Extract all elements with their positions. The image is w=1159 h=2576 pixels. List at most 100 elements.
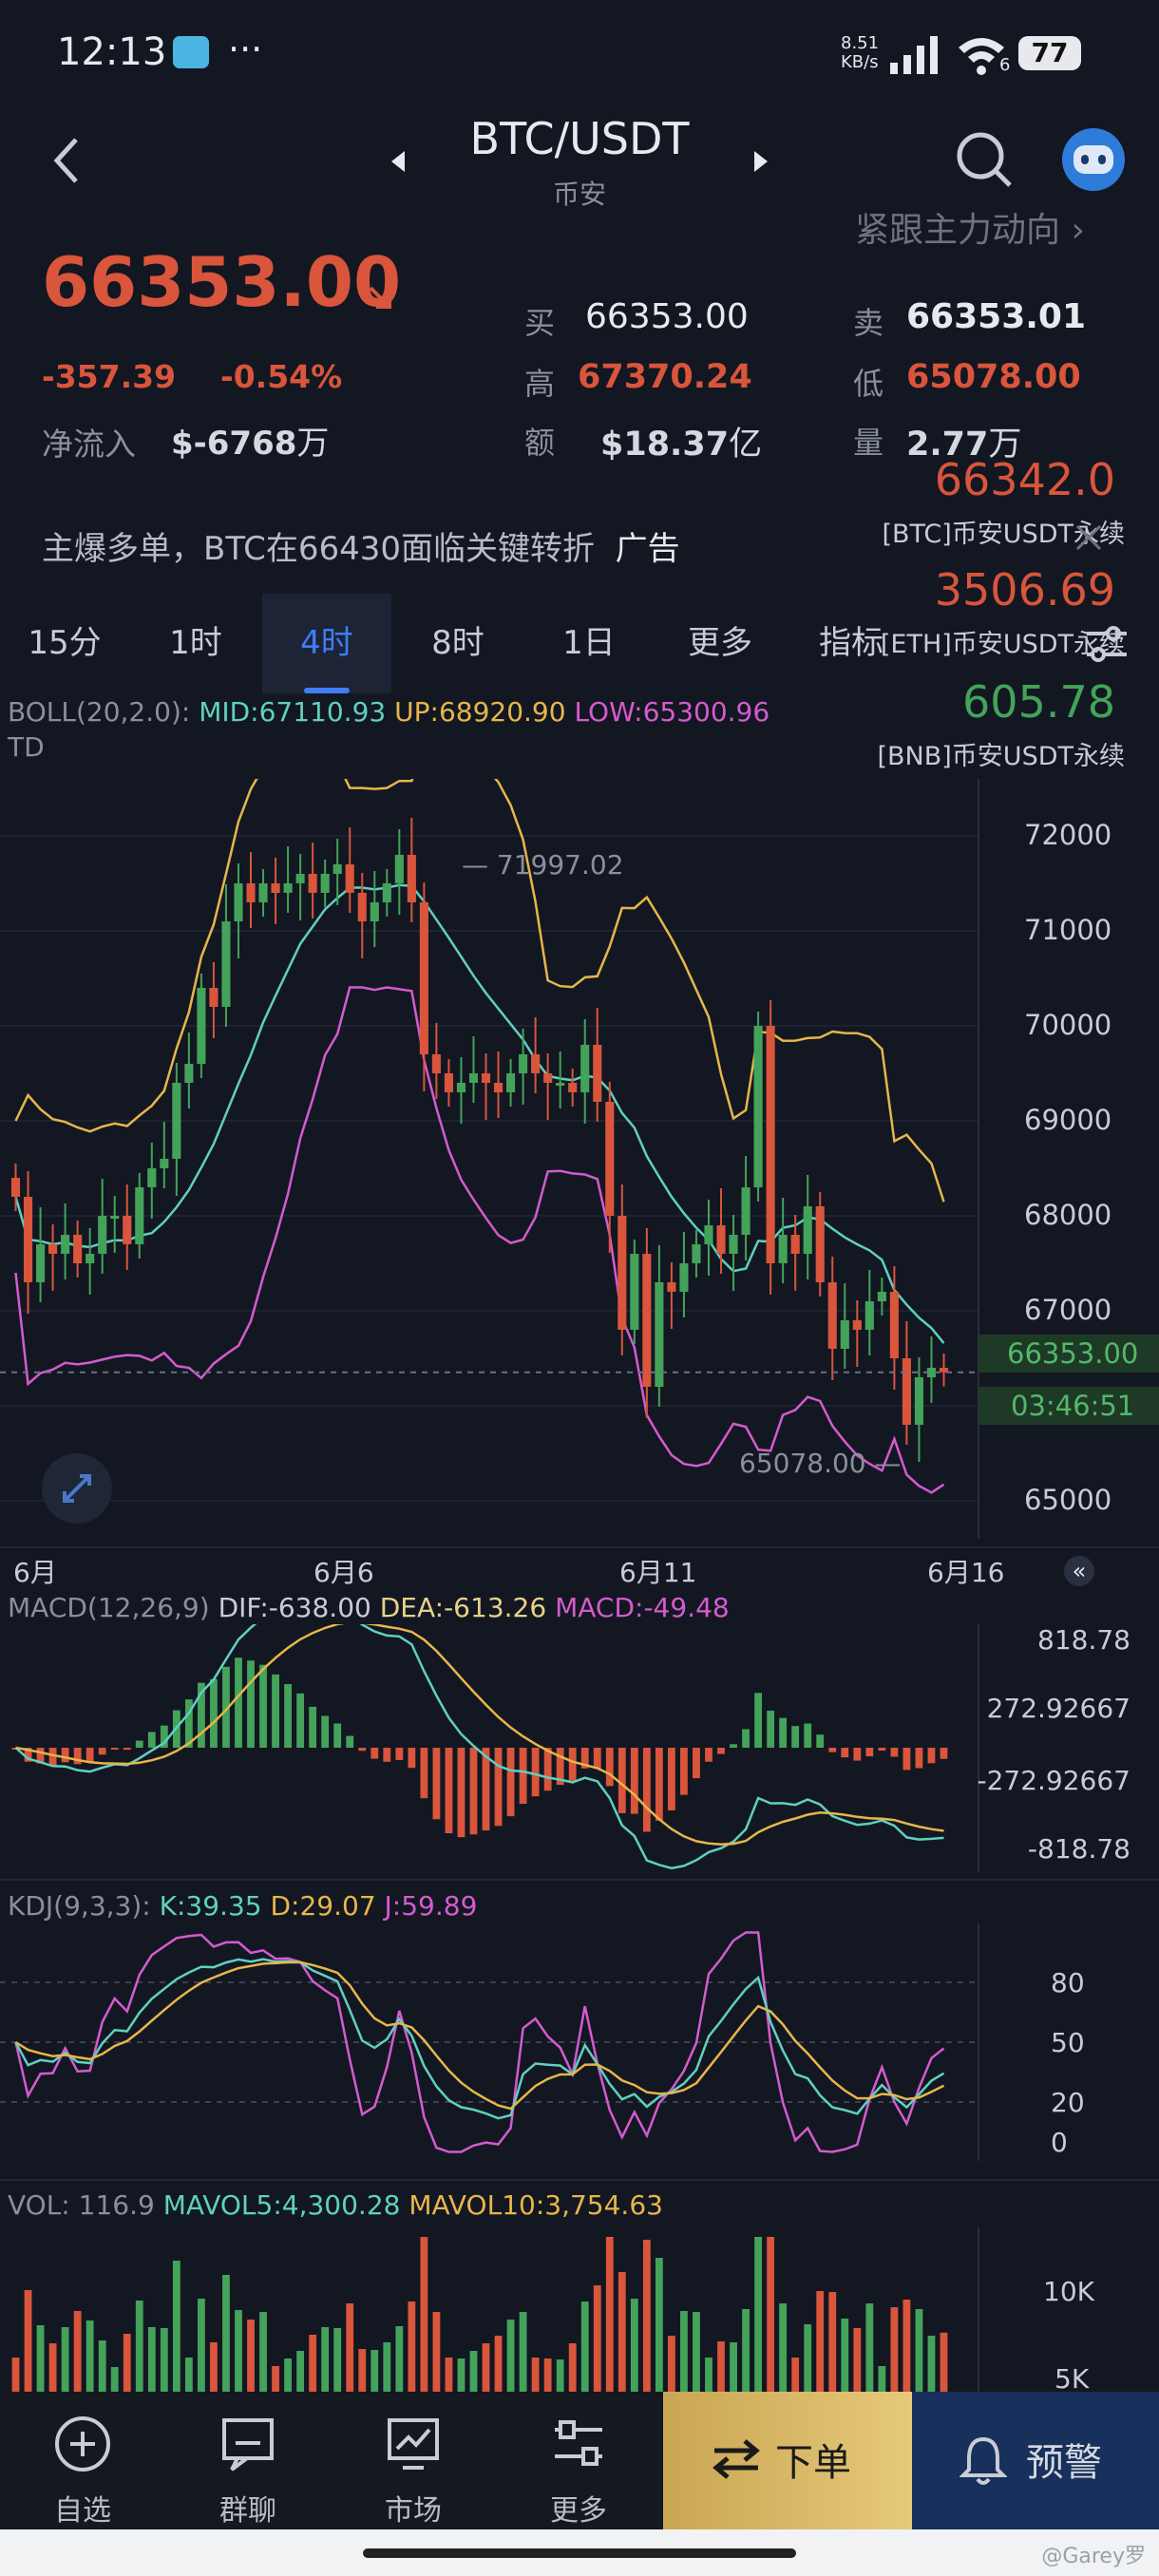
nav-market[interactable]: 市场	[331, 2392, 496, 2529]
timeframe-tabs: 15分 1时 4时 8时 1日 更多 指标	[0, 594, 1159, 693]
nav-group-chat[interactable]: 群聊	[165, 2392, 331, 2529]
macd-legend: MACD(12,26,9) DIF:-638.00 DEA:-613.26 MA…	[8, 1592, 730, 1623]
macd-dif-line	[14, 1624, 944, 1870]
bell-icon	[960, 2436, 1007, 2485]
macd-histogram-bar	[48, 1748, 57, 1766]
low-marker: 65078.00 —	[739, 1448, 902, 1479]
volume-bar	[767, 2237, 775, 2394]
high-marker: — 71997.02	[462, 849, 624, 881]
avatar-bot-icon[interactable]	[1062, 128, 1125, 191]
back-icon[interactable]	[48, 134, 86, 187]
volume-bar	[48, 2343, 57, 2394]
candle-body	[419, 902, 428, 1054]
price-axis-label: 71000	[1024, 914, 1112, 946]
prev-pair-icon[interactable]	[388, 147, 410, 176]
macd-histogram-bar	[184, 1699, 193, 1748]
price-axis-label: 69000	[1024, 1104, 1112, 1136]
boll-low-line	[14, 986, 945, 1494]
volume-bar	[333, 2328, 342, 2394]
more-dots-icon: ···	[228, 28, 263, 70]
volume-bar	[828, 2292, 837, 2394]
candle-body	[468, 1073, 479, 1083]
news-ticker[interactable]: 主爆多单，BTC在66430面临关键转折 广告	[42, 530, 680, 568]
volume-bar	[284, 2358, 292, 2394]
search-icon[interactable]	[955, 130, 1014, 189]
kdj-axis-label: 50	[1051, 2027, 1085, 2058]
macd-histogram-bar	[358, 1748, 367, 1752]
vol-axis-label: 5K	[1054, 2363, 1090, 2395]
chart-settings-icon[interactable]	[1083, 622, 1130, 666]
order-button[interactable]: 下单	[663, 2392, 912, 2529]
scroll-latest-icon[interactable]: «	[1064, 1556, 1094, 1586]
tab-15m[interactable]: 15分	[28, 624, 102, 662]
candle-body	[605, 1102, 615, 1216]
macd-histogram-bar	[408, 1748, 416, 1769]
buy-value: 66353.00	[585, 297, 749, 336]
candle-body	[295, 874, 305, 883]
gesture-handle[interactable]	[363, 2548, 796, 2558]
macd-histogram-bar	[940, 1748, 948, 1759]
macd-histogram-bar	[543, 1748, 552, 1791]
candlestick-chart[interactable]	[0, 779, 1159, 1539]
macd-histogram-bar	[198, 1682, 205, 1748]
low-value: 65078.00	[906, 358, 1081, 396]
macd-histogram-bar	[296, 1693, 305, 1748]
volume-bar	[915, 2309, 923, 2394]
macd-histogram-bar	[556, 1748, 564, 1786]
tab-more[interactable]: 更多	[688, 624, 752, 662]
alert-button[interactable]: 预警	[912, 2392, 1159, 2529]
macd-histogram-bar	[321, 1715, 330, 1748]
tab-8h[interactable]: 8时	[431, 624, 484, 662]
date-label: 6月	[13, 1557, 57, 1588]
candle-body	[766, 1026, 775, 1263]
candle-body	[98, 1216, 107, 1254]
volume-bar	[902, 2300, 911, 2394]
volume-bar	[457, 2358, 466, 2394]
kdj-chart[interactable]	[0, 1923, 1159, 2161]
macd-histogram-bar	[630, 1748, 638, 1814]
macd-histogram-bar	[717, 1748, 725, 1754]
volume-bar	[147, 2327, 156, 2394]
candle-countdown: 03:46:51	[978, 1387, 1159, 1425]
follow-main-link[interactable]: 紧跟主力动向 ›	[855, 211, 1085, 250]
tab-4h[interactable]: 4时	[262, 594, 391, 693]
tab-1h[interactable]: 1时	[169, 624, 222, 662]
tab-1d[interactable]: 1日	[562, 624, 616, 662]
candle-body	[580, 1045, 590, 1092]
volume-bar	[890, 2307, 899, 2394]
volume-bar	[865, 2303, 874, 2394]
macd-histogram-bar	[494, 1748, 503, 1827]
macd-axis-label: 272.92667	[986, 1693, 1130, 1724]
volume-bar	[680, 2311, 688, 2394]
signal-icon	[890, 36, 938, 74]
volume-chart[interactable]	[0, 2227, 1159, 2394]
macd-chart[interactable]	[0, 1624, 1159, 1871]
macd-histogram-bar	[668, 1748, 675, 1810]
volume-bar	[519, 2312, 527, 2394]
volume-bar	[73, 2311, 82, 2394]
nav-more[interactable]: 更多	[496, 2392, 661, 2529]
amount-value: $18.37亿	[600, 426, 763, 464]
ticker-close-icon[interactable]	[1072, 521, 1106, 555]
volume-bar	[24, 2290, 32, 2394]
tab-indicators[interactable]: 指标	[819, 624, 884, 662]
high-label: 高	[524, 366, 556, 402]
candle-body	[506, 1073, 516, 1092]
pair-title[interactable]: BTC/USDT	[469, 113, 690, 164]
macd-axis-label: 818.78	[1037, 1624, 1130, 1656]
fullscreen-button[interactable]	[42, 1453, 112, 1524]
nav-watchlist[interactable]: 自选	[0, 2392, 165, 2529]
volume-bar	[605, 2237, 614, 2394]
price-axis-label: 68000	[1024, 1199, 1112, 1231]
macd-histogram-bar	[865, 1748, 874, 1757]
volume-bar	[309, 2335, 317, 2394]
candle-body	[493, 1083, 504, 1092]
price-axis-label: 70000	[1024, 1009, 1112, 1041]
candle-body	[704, 1225, 713, 1244]
candle-body	[568, 1083, 578, 1092]
market-chart-icon	[388, 2418, 439, 2470]
next-pair-icon[interactable]	[749, 147, 771, 176]
candle-body	[729, 1235, 738, 1254]
volume-bar	[730, 2342, 737, 2394]
macd-histogram-bar	[568, 1748, 577, 1781]
